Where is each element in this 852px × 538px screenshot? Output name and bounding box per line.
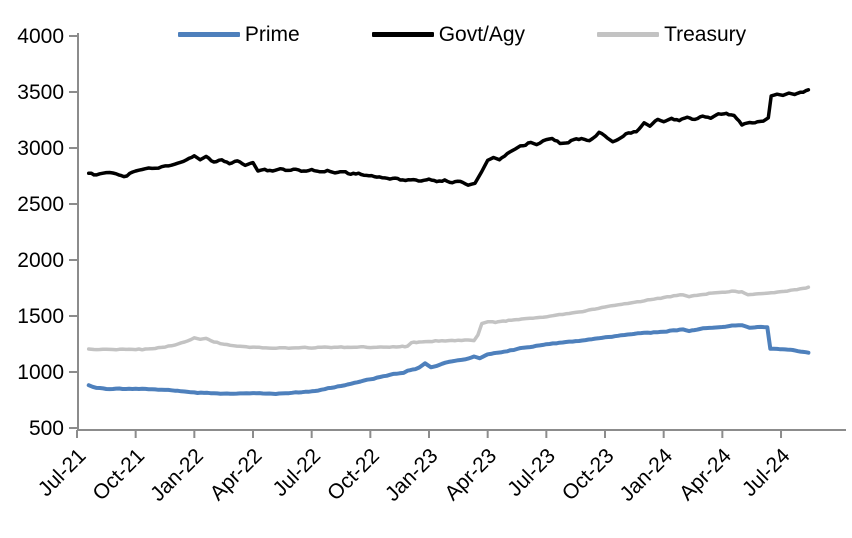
govt-agy-line-swatch-icon (371, 31, 434, 37)
series-line-prime (86, 323, 811, 396)
y-tick-label: 2000 (17, 249, 64, 272)
legend-item-treasury: Treasury (597, 24, 746, 45)
legend-label-treasury: Treasury (664, 22, 747, 46)
legend-item-govt-agy: Govt/Agy (371, 22, 526, 46)
y-tick-label: 1500 (17, 305, 64, 328)
x-tick-label: Jul-24 (738, 444, 795, 501)
y-tick-label: 1000 (17, 361, 64, 384)
treasury-line-swatch-icon (597, 31, 660, 37)
x-tick-label: Oct-21 (88, 444, 149, 505)
legend-label-prime: Prime (244, 22, 300, 46)
y-tick-label: 500 (29, 417, 64, 440)
x-tick-label: Jan-23 (381, 444, 443, 506)
y-tick-label: 2500 (17, 193, 64, 216)
x-tick-label: Apr-23 (440, 444, 501, 505)
chart-legend: Prime Govt/Agy Treasury (78, 20, 846, 48)
series-line-govt-agy (86, 88, 811, 187)
x-tick-label: Jan-22 (146, 444, 208, 506)
y-tick-label: 3000 (17, 137, 64, 160)
x-tick-label: Oct-23 (558, 444, 619, 505)
prime-line-swatch-icon (177, 31, 240, 37)
y-tick-label: 3500 (17, 81, 64, 104)
x-tick-label: Apr-24 (675, 444, 736, 505)
series-line-treasury (86, 285, 811, 352)
legend-item-prime: Prime (177, 22, 300, 46)
x-tick-label: Jan-24 (616, 444, 678, 506)
legend-label-govt-agy: Govt/Agy (438, 22, 526, 46)
x-tick-label: Jul-22 (268, 444, 325, 501)
x-tick-label: Oct-22 (323, 444, 384, 505)
x-tick-label: Jul-21 (34, 444, 91, 501)
x-tick-label: Apr-22 (206, 444, 267, 505)
y-tick-label: 4000 (17, 25, 64, 48)
x-tick-label: Jul-23 (503, 444, 560, 501)
